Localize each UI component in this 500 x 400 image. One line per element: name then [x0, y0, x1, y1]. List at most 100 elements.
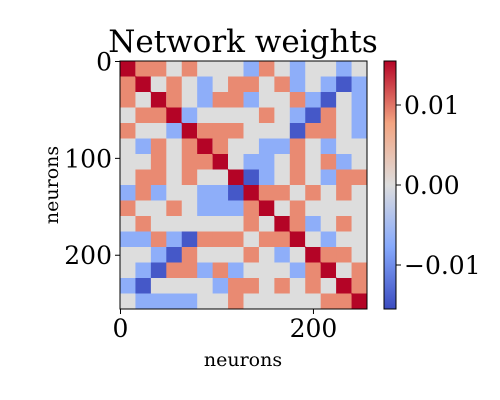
heatmap-cell — [258, 185, 275, 201]
heatmap-cell — [197, 278, 214, 294]
heatmap-cell — [243, 61, 260, 77]
heatmap-cell — [320, 138, 337, 155]
y-tick-label: 100 — [64, 144, 112, 173]
heatmap-cell — [243, 154, 260, 170]
heatmap-cell — [243, 216, 260, 232]
heatmap-cell — [150, 293, 167, 310]
diagonal-cell-edge — [243, 184, 260, 201]
heatmap-cell — [243, 200, 260, 217]
heatmap-cell — [351, 200, 368, 217]
diagonal-cell-edge — [351, 293, 368, 310]
heatmap-cell — [305, 107, 322, 124]
heatmap-cell — [320, 231, 337, 248]
heatmap-cell — [274, 185, 291, 201]
heatmap-cell — [258, 138, 275, 155]
heatmap-cell — [181, 247, 198, 263]
heatmap-cell — [150, 123, 167, 139]
heatmap-cell — [351, 169, 368, 186]
heatmap-cell — [212, 262, 229, 279]
heatmap-cell — [258, 154, 275, 170]
heatmap-cell — [135, 61, 152, 77]
diagonal-cell-edge — [289, 231, 306, 248]
heatmap-cell — [166, 138, 183, 155]
heatmap-cell — [320, 123, 337, 139]
heatmap-cell — [120, 278, 136, 294]
heatmap-cell — [212, 278, 229, 294]
heatmap-cell — [274, 107, 291, 124]
heatmap-cell — [258, 262, 275, 279]
heatmap-cell — [212, 293, 229, 310]
heatmap-cell — [320, 185, 337, 201]
heatmap-cell — [120, 293, 136, 310]
heatmap-cell — [166, 154, 183, 170]
heatmap-cell — [305, 278, 322, 294]
heatmap-cell — [289, 76, 306, 93]
heatmap-cell — [305, 293, 322, 310]
heatmap-cell — [181, 61, 198, 77]
heatmap-cell — [258, 76, 275, 93]
heatmap-cell — [336, 92, 352, 108]
heatmap-cell — [320, 61, 337, 77]
heatmap-cell — [120, 169, 136, 186]
heatmap-cell — [120, 154, 136, 170]
heatmap-cell — [197, 76, 214, 93]
heatmap-cell — [320, 200, 337, 217]
heatmap-cell — [228, 138, 244, 155]
heatmap-cell — [243, 231, 260, 248]
y-tick-label: 200 — [64, 241, 112, 270]
heatmap-cell — [336, 61, 352, 77]
heatmap-cell — [150, 247, 167, 263]
heatmap-cell — [135, 278, 152, 294]
heatmap-cell — [243, 138, 260, 155]
diagonal-cell-edge — [212, 153, 229, 170]
heatmap-cell — [336, 154, 352, 170]
heatmap-cell — [120, 76, 136, 93]
x-axis-label: neurons — [204, 349, 282, 371]
heatmap-cell — [305, 169, 322, 186]
colorbar-tick-label: −0.01 — [404, 251, 481, 280]
heatmap-cell — [228, 278, 244, 294]
heatmap-cell — [320, 107, 337, 124]
heatmap-cell — [258, 169, 275, 186]
x-tick-label: 200 — [290, 314, 338, 343]
heatmap-cell — [228, 92, 244, 108]
diagonal-cell-edge — [227, 169, 244, 186]
heatmap-cell — [320, 293, 337, 310]
heatmap-cell — [166, 231, 183, 248]
heatmap-cell — [135, 262, 152, 279]
heatmap-cell — [135, 293, 152, 310]
heatmap-cell — [166, 92, 183, 108]
y-tick-label: 0 — [96, 47, 112, 76]
heatmap-cell — [305, 185, 322, 201]
heatmap-cell — [336, 107, 352, 124]
heatmap-cell — [181, 76, 198, 93]
heatmap-cell — [150, 262, 167, 279]
heatmap-cell — [181, 200, 198, 217]
heatmap-cell — [150, 154, 167, 170]
heatmap-cell — [320, 76, 337, 93]
heatmap-cell — [351, 76, 368, 93]
heatmap-cell — [197, 92, 214, 108]
heatmap-cell — [228, 154, 244, 170]
heatmap-cell — [258, 92, 275, 108]
heatmap-cell — [120, 216, 136, 232]
heatmap-cell — [258, 107, 275, 124]
heatmap-cell — [197, 247, 214, 263]
heatmap-cell — [212, 61, 229, 77]
heatmap-cell — [289, 216, 306, 232]
heatmap-cell — [289, 185, 306, 201]
heatmap-cell — [320, 247, 337, 263]
heatmap-cell — [336, 262, 352, 279]
heatmap-cell — [197, 123, 214, 139]
heatmap-cell — [258, 247, 275, 263]
heatmap-cell — [212, 107, 229, 124]
heatmap-cell — [289, 61, 306, 77]
heatmap-cell — [150, 200, 167, 217]
heatmap-cell — [197, 293, 214, 310]
heatmap-cell — [135, 169, 152, 186]
diagonal-cell-edge — [335, 277, 353, 294]
heatmap-cell — [243, 76, 260, 93]
heatmap-cell — [197, 185, 214, 201]
heatmap-cell — [258, 123, 275, 139]
heatmap-cell — [181, 169, 198, 186]
